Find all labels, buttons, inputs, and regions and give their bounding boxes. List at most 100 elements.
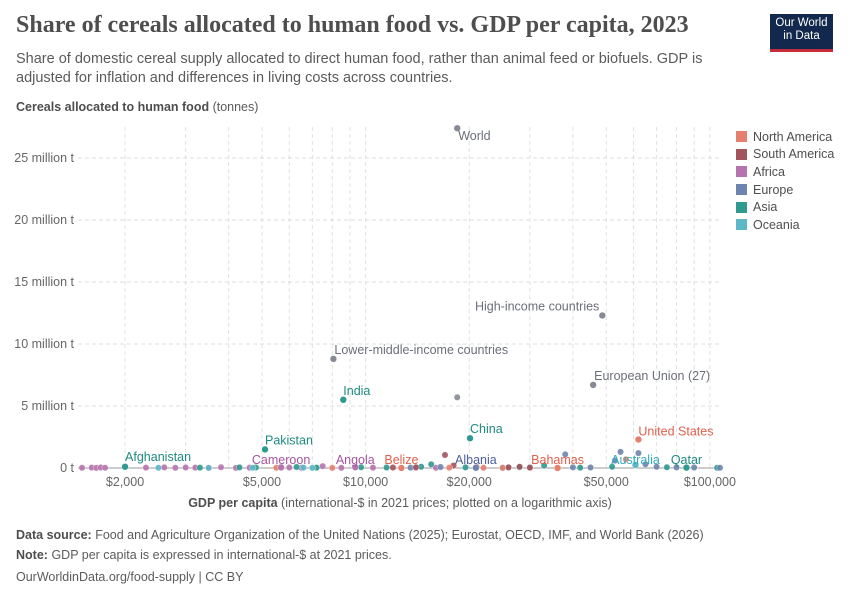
point-label: European Union (27) — [594, 369, 710, 383]
legend-item[interactable]: North America — [736, 128, 834, 146]
data-point — [663, 463, 671, 471]
x-tick-label: $20,000 — [447, 475, 492, 489]
chart-title: Share of cereals allocated to human food… — [16, 12, 689, 38]
footer-url[interactable]: OurWorldinData.org/food-supply | CC BY — [16, 570, 244, 584]
data-point — [516, 463, 523, 471]
x-axis-label-note: (international-$ in 2021 prices; plotted… — [277, 496, 612, 510]
labeled-data-point — [261, 445, 269, 454]
chart-subtitle: Share of domestic cereal supply allocate… — [16, 51, 703, 86]
x-axis-label-bold: GDP per capita — [188, 496, 278, 510]
data-point — [182, 464, 190, 471]
labeled-data-point — [589, 381, 597, 389]
y-tick-label: 20 million t — [14, 213, 74, 227]
legend: North America South America Africa Europe As… — [736, 128, 834, 234]
data-point — [653, 463, 660, 471]
data-point — [236, 463, 243, 471]
y-axis-label-bold: Cereals allocated to human food — [16, 100, 210, 114]
data-point — [337, 464, 345, 472]
y-axis-label-unit: (tonnes) — [209, 100, 259, 114]
data-point — [249, 464, 257, 472]
legend-item[interactable]: Asia — [736, 198, 834, 216]
data-point — [453, 393, 461, 401]
data-point — [587, 464, 594, 471]
point-label: World — [458, 129, 490, 143]
data-point — [576, 464, 584, 472]
legend-label: Oceania — [753, 217, 800, 232]
data-point — [389, 464, 397, 471]
data-point — [445, 464, 453, 472]
y-tick-label: 5 million t — [21, 399, 74, 413]
point-label: Belize — [384, 453, 418, 467]
data-point — [412, 463, 420, 471]
source-label: Data source: — [16, 528, 92, 542]
data-point — [441, 451, 449, 459]
x-tick-label: $10,000 — [343, 475, 388, 489]
owid-logo[interactable]: Our World in Data — [770, 14, 833, 52]
note-label: Note: — [16, 548, 48, 562]
y-tick-label: 10 million t — [14, 337, 74, 351]
data-point — [171, 464, 179, 472]
data-point — [608, 463, 616, 471]
labeled-data-point — [339, 396, 347, 404]
labeled-data-point — [553, 464, 562, 472]
legend-item[interactable]: Europe — [736, 181, 834, 199]
point-label: Pakistan — [265, 433, 313, 447]
x-tick-label: $50,000 — [584, 475, 629, 489]
data-point — [635, 449, 642, 457]
point-label: Lower-middle-income countries — [334, 343, 508, 357]
data-point — [617, 448, 624, 456]
labeled-data-point — [466, 434, 474, 442]
x-tick-label: $100,000 — [684, 475, 736, 489]
labeled-data-point — [472, 464, 480, 472]
data-point — [540, 462, 548, 469]
note: Note: GDP per capita is expressed in int… — [16, 548, 392, 562]
logo-text: Our World in Data — [775, 17, 828, 42]
labeled-data-point — [351, 463, 359, 471]
legend-swatch — [736, 166, 747, 178]
point-label: China — [470, 422, 503, 436]
legend-swatch — [736, 131, 747, 143]
labeled-data-point — [329, 355, 338, 363]
labeled-data-point — [598, 311, 606, 320]
labeled-data-point — [631, 461, 640, 469]
y-tick-label: 15 million t — [14, 275, 74, 289]
legend-label: North America — [753, 129, 833, 144]
labeled-data-point — [121, 463, 129, 471]
legend-swatch — [736, 219, 747, 231]
labeled-data-point — [397, 464, 405, 472]
legend-item[interactable]: South America — [736, 146, 834, 164]
data-point — [526, 464, 534, 472]
labeled-data-point — [277, 463, 285, 471]
data-point — [673, 463, 680, 471]
data-point — [196, 464, 204, 472]
data-point — [142, 464, 150, 472]
point-label: United States — [638, 424, 713, 438]
data-point — [293, 463, 300, 471]
data-point — [78, 464, 86, 472]
note-text: GDP per capita is expressed in internati… — [51, 548, 392, 562]
legend-item[interactable]: Africa — [736, 163, 834, 181]
data-point — [505, 463, 512, 471]
point-label: Qatar — [671, 453, 702, 467]
legend-label: Africa — [753, 164, 785, 179]
source-text: Food and Agriculture Organization of the… — [95, 528, 704, 542]
data-point — [569, 463, 577, 471]
data-point — [480, 464, 487, 472]
data-point — [101, 464, 109, 472]
legend-swatch — [736, 184, 747, 196]
x-tick-label: $5,000 — [243, 475, 281, 489]
data-point — [205, 464, 213, 472]
point-label: Bahamas — [531, 453, 584, 467]
point-label: Albania — [455, 453, 497, 467]
labeled-data-point — [453, 124, 461, 132]
data-point — [437, 463, 444, 471]
point-label: High-income countries — [475, 299, 599, 313]
data-point — [642, 460, 649, 468]
labeled-data-point — [682, 464, 691, 472]
legend-label: Asia — [753, 200, 778, 215]
legend-item[interactable]: Oceania — [736, 216, 834, 234]
data-point — [217, 463, 225, 471]
legend-label: Europe — [753, 182, 794, 197]
data-point — [427, 460, 435, 468]
legend-swatch — [736, 201, 747, 213]
